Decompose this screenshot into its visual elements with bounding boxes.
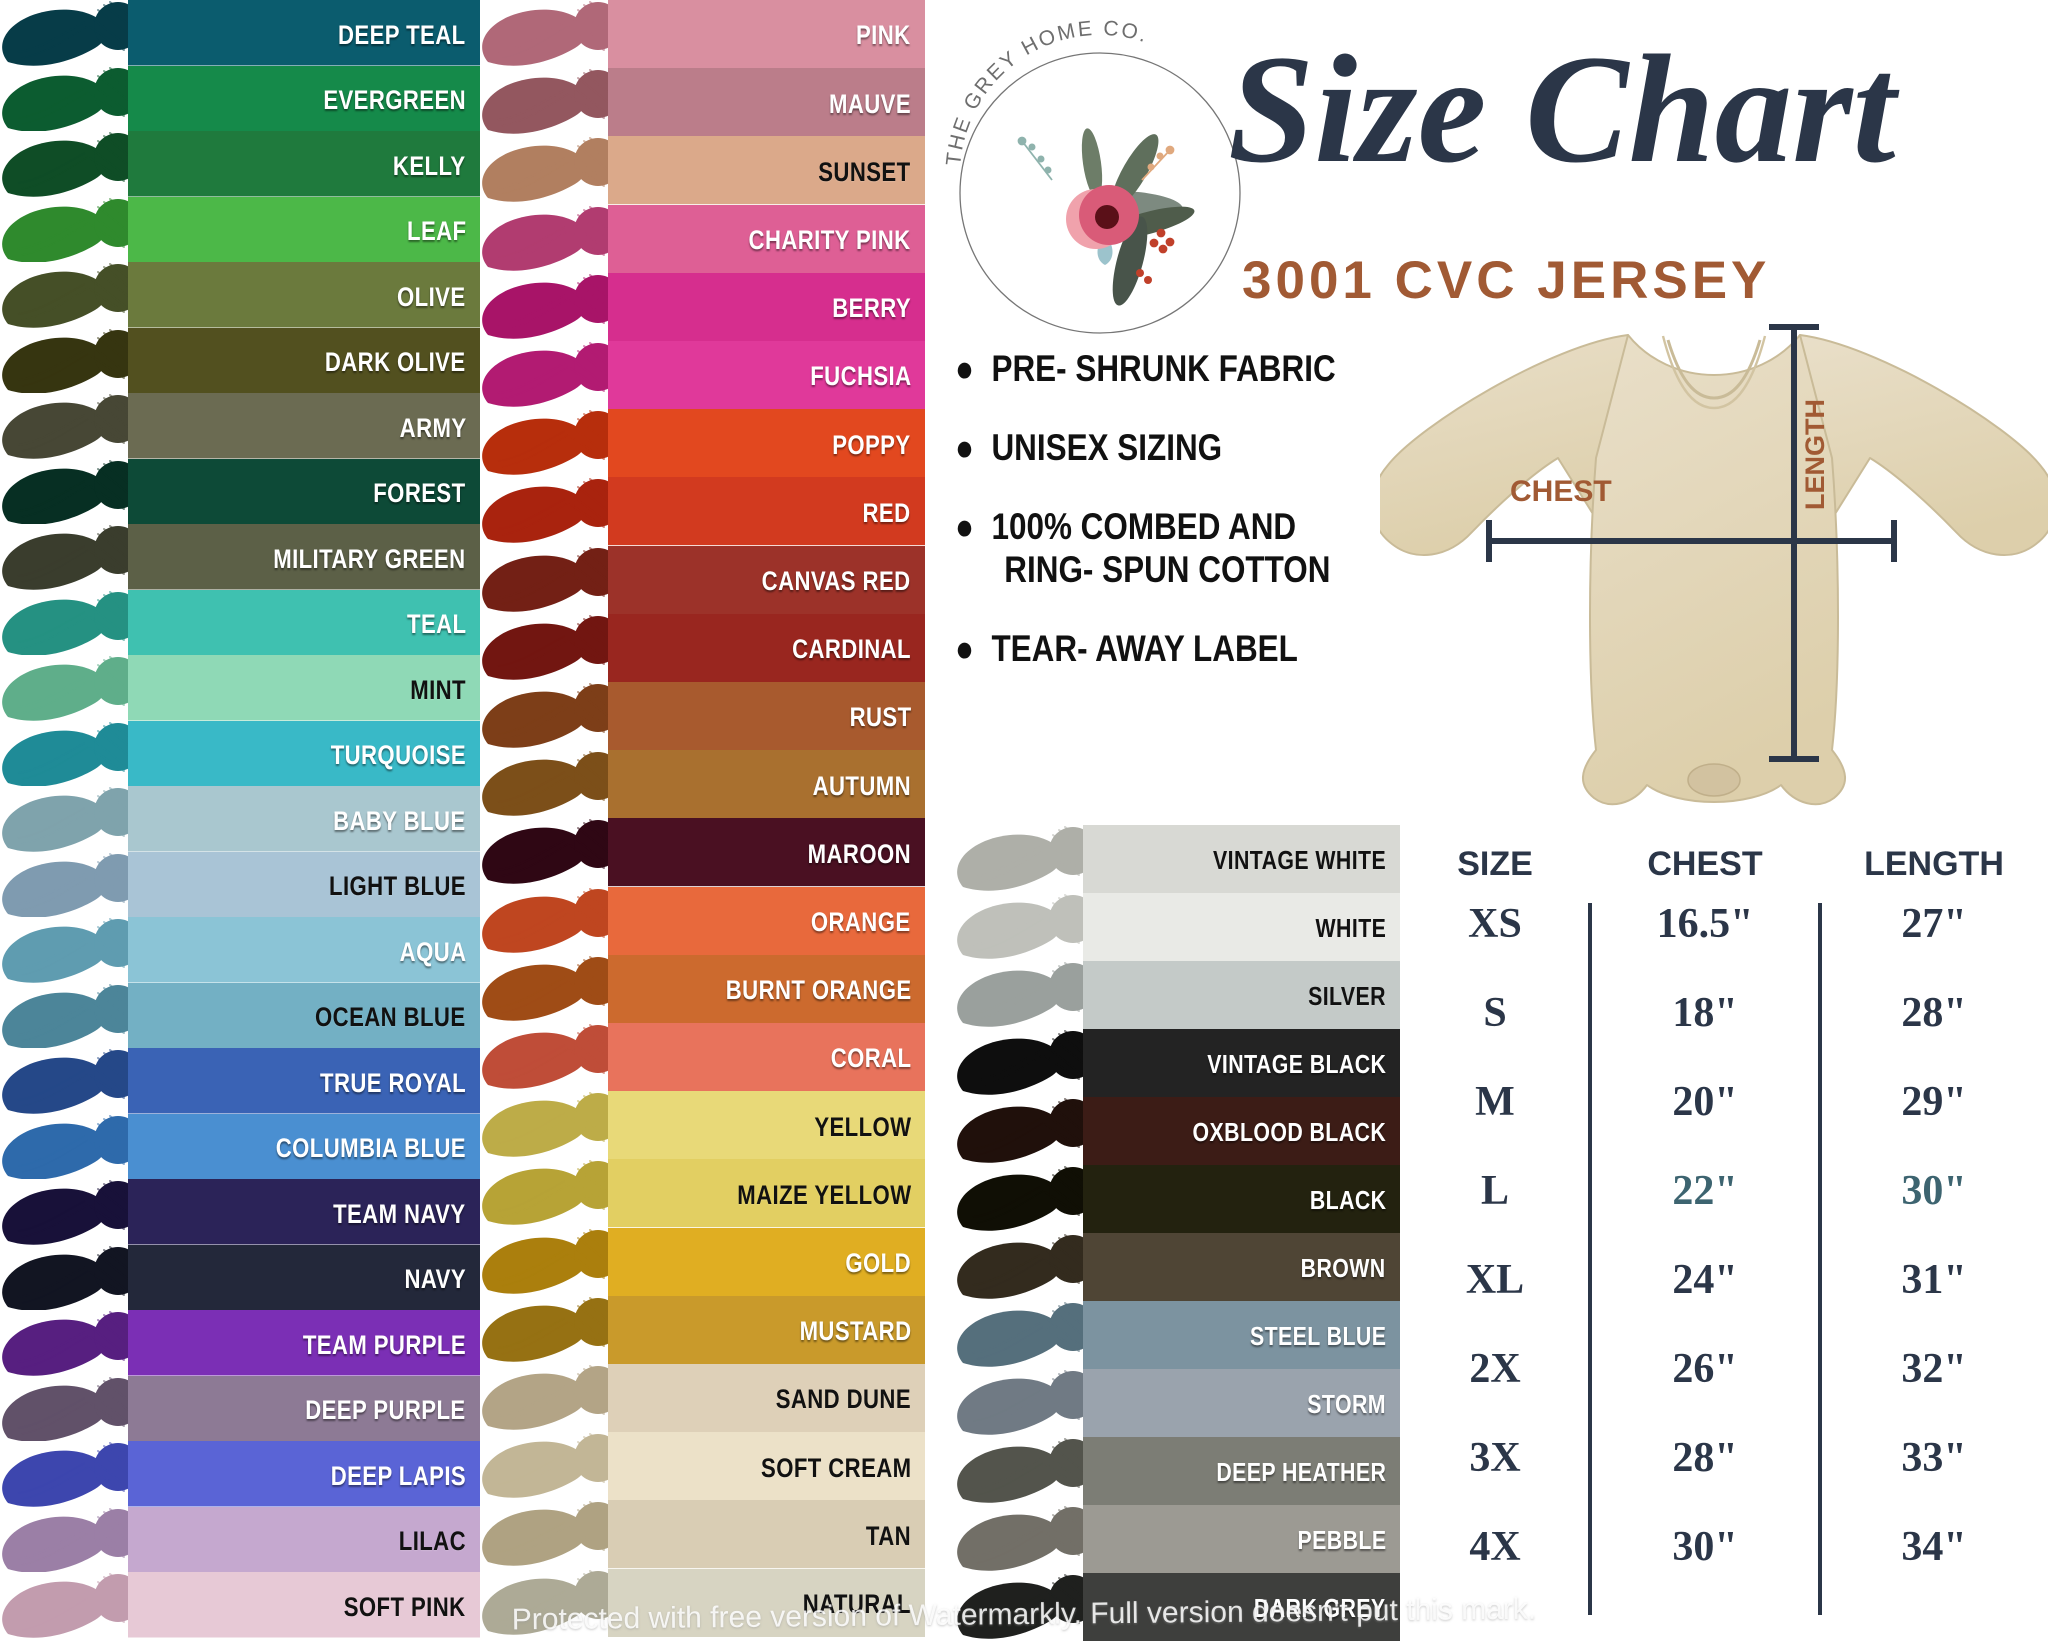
svg-text:LENGTH: LENGTH bbox=[1800, 399, 1830, 510]
svg-text:THE GREY HOME CO.: THE GREY HOME CO. bbox=[942, 17, 1152, 167]
svg-text:CHEST: CHEST bbox=[1510, 475, 1612, 508]
